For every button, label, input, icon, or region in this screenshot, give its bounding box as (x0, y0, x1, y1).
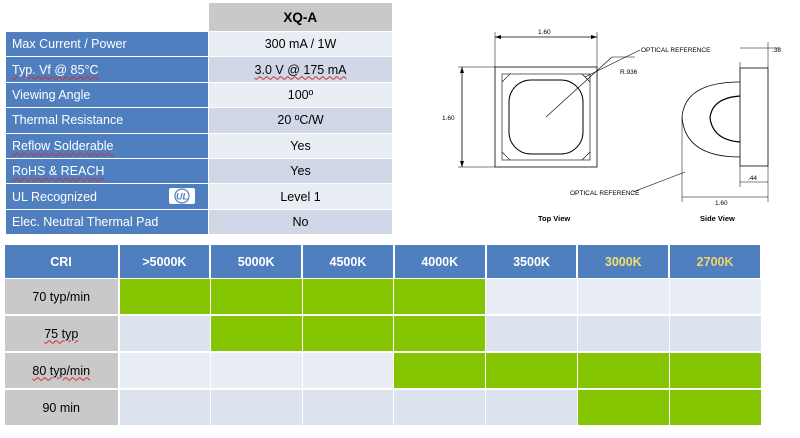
availability-cell (668, 314, 762, 353)
mechanical-drawing: 1.60 1.60 R.936 OPTICAL REFERENCE OPTICA… (442, 29, 781, 223)
cri-row-label: 70 typ/min (4, 278, 120, 316)
dim-side-thickness: .38 (772, 47, 781, 54)
cct-header: >5000K (118, 245, 212, 279)
cri-row-label: 75 typ (4, 314, 120, 353)
availability-cell (393, 278, 487, 316)
dim-radius: R.936 (620, 69, 638, 76)
availability-cell (301, 351, 395, 390)
cct-header: 4000K (393, 245, 487, 279)
side-view-outline (681, 42, 780, 202)
spec-row: UL Recognized UL Level 1 (6, 183, 392, 210)
spec-header-blank (6, 3, 209, 32)
cri-row-label-text: 75 typ (44, 326, 79, 341)
spec-label-reflow: Reflow Solderable (6, 133, 209, 159)
availability-cell (576, 314, 670, 353)
cri-row-label: 80 typ/min (4, 351, 120, 390)
availability-cell (301, 314, 395, 353)
spec-value-max-current: 300 mA / 1W (208, 31, 392, 58)
availability-cell (576, 388, 670, 427)
spec-label-typ-vf-text: Typ. Vf @ 85°C (12, 62, 99, 77)
availability-cell (301, 278, 395, 316)
side-view-label: Side View (700, 214, 735, 223)
availability-cell (668, 351, 762, 390)
availability-cell (393, 351, 487, 390)
availability-cell (485, 388, 578, 427)
availability-cell (209, 388, 303, 427)
spec-label-reflow-text: Reflow Solderable (12, 138, 114, 153)
cri-row-label-text: 80 typ/min (32, 363, 91, 378)
spec-label-ul: UL Recognized UL (6, 183, 209, 210)
cri-row-label: 90 min (4, 388, 120, 427)
availability-cell (118, 278, 211, 316)
svg-text:UL: UL (176, 192, 188, 202)
availability-cell (576, 351, 670, 390)
availability-cell (209, 314, 303, 353)
spec-row: Typ. Vf @ 85°C 3.0 V @ 175 mA (6, 56, 392, 83)
spec-value-viewing-angle: 100º (208, 82, 392, 109)
spec-label-thermal-resistance: Thermal Resistance (6, 107, 209, 134)
cct-header: 2700K (669, 245, 762, 279)
spec-value-ul: Level 1 (208, 183, 392, 210)
spec-row: Thermal Resistance 20 ºC/W (6, 107, 392, 134)
spec-value-thermal-resistance: 20 ºC/W (208, 107, 392, 134)
spec-header-model: XQ-A (208, 3, 392, 32)
cct-header: 5000K (210, 245, 304, 279)
spec-row: RoHS & REACH Yes (6, 158, 392, 185)
spec-label-rohs-text: RoHS & REACH (12, 164, 105, 179)
spec-value-typ-vf-text: 3.0 V @ 175 mA (254, 62, 347, 77)
spec-row: Viewing Angle 100º (6, 82, 392, 109)
availability-cell (393, 388, 487, 427)
spec-value-reflow: Yes (208, 133, 392, 159)
availability-cell (118, 314, 211, 353)
cri-header-row: CRI >5000K 5000K 4500K 4000K 3500K 3000K… (4, 245, 762, 279)
spec-label-rohs: RoHS & REACH (6, 158, 209, 185)
optical-reference-label-2: OPTICAL REFERENCE (570, 190, 640, 197)
cct-header: 3500K (485, 245, 579, 279)
dim-side-depth: .44 (748, 175, 757, 182)
cct-header: 4500K (302, 245, 395, 279)
ul-logo-icon: UL (169, 188, 195, 205)
spec-row: Max Current / Power 300 mA / 1W (6, 31, 392, 58)
spec-label-typ-vf: Typ. Vf @ 85°C (6, 56, 209, 83)
dim-top-width: 1.60 (538, 29, 551, 36)
spec-table: XQ-A Max Current / Power 300 mA / 1W Typ… (6, 3, 392, 236)
availability-cell (668, 278, 762, 316)
availability-cell (393, 314, 487, 353)
availability-cell (301, 388, 395, 427)
optical-reference-label-1: OPTICAL REFERENCE (641, 47, 711, 54)
availability-cell (485, 314, 578, 353)
cri-table: CRI >5000K 5000K 4500K 4000K 3500K 3000K… (4, 245, 762, 427)
top-view-outline (494, 66, 598, 168)
availability-cell (485, 351, 578, 390)
availability-cell (118, 351, 211, 390)
dim-side-width: 1.60 (715, 200, 728, 207)
availability-cell (209, 278, 303, 316)
cct-header: 3000K (577, 245, 671, 279)
availability-cell (576, 278, 670, 316)
spec-label-max-current: Max Current / Power (6, 31, 209, 58)
cri-row: 80 typ/min (4, 351, 762, 390)
spec-value-rohs: Yes (208, 158, 392, 185)
availability-cell (209, 351, 303, 390)
cri-row: 70 typ/min (4, 278, 762, 316)
availability-cell (668, 388, 762, 427)
availability-cell (118, 388, 211, 427)
spec-label-viewing-angle: Viewing Angle (6, 82, 209, 109)
dim-left-height: 1.60 (442, 115, 455, 122)
top-view-label: Top View (538, 214, 570, 223)
spec-value-typ-vf: 3.0 V @ 175 mA (208, 56, 392, 83)
spec-row: Elec. Neutral Thermal Pad No (6, 209, 392, 236)
cri-row: 90 min (4, 388, 762, 427)
spec-label-thermal-pad: Elec. Neutral Thermal Pad (6, 209, 209, 236)
cri-corner-header: CRI (4, 245, 120, 279)
cri-row: 75 typ (4, 314, 762, 353)
spec-label-ul-text: UL Recognized (12, 189, 98, 204)
availability-cell (485, 278, 578, 316)
spec-value-thermal-pad: No (208, 209, 392, 236)
spec-row: Reflow Solderable Yes (6, 133, 392, 159)
